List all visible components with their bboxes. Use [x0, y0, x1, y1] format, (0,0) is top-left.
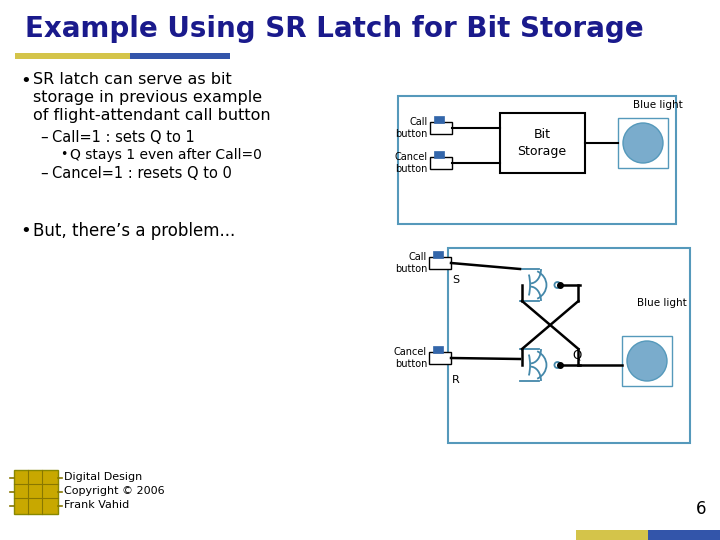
FancyBboxPatch shape: [430, 157, 452, 169]
FancyBboxPatch shape: [618, 118, 668, 168]
Polygon shape: [648, 530, 720, 540]
Text: Frank Vahid: Frank Vahid: [64, 500, 130, 510]
Text: R: R: [452, 375, 460, 385]
Text: –: –: [40, 130, 48, 145]
Circle shape: [554, 362, 560, 368]
FancyBboxPatch shape: [448, 248, 690, 443]
Text: storage in previous example: storage in previous example: [33, 90, 262, 105]
FancyBboxPatch shape: [14, 470, 58, 514]
Text: Bit
Storage: Bit Storage: [518, 128, 567, 158]
Text: Q: Q: [572, 349, 582, 362]
Circle shape: [554, 282, 560, 288]
Circle shape: [627, 341, 667, 381]
FancyBboxPatch shape: [433, 251, 443, 258]
Text: Call
button: Call button: [395, 117, 428, 139]
Text: Cancel
button: Cancel button: [394, 347, 427, 369]
Polygon shape: [15, 53, 130, 59]
FancyBboxPatch shape: [434, 116, 444, 123]
Text: –: –: [40, 166, 48, 181]
FancyBboxPatch shape: [433, 346, 443, 353]
Text: of flight-attendant call button: of flight-attendant call button: [33, 108, 271, 123]
Text: Q stays 1 even after Call=0: Q stays 1 even after Call=0: [70, 148, 262, 162]
FancyBboxPatch shape: [429, 352, 451, 364]
Text: •: •: [60, 148, 68, 161]
Text: Digital Design: Digital Design: [64, 472, 143, 482]
Text: Blue light: Blue light: [633, 100, 683, 110]
Text: 6: 6: [696, 500, 706, 518]
FancyBboxPatch shape: [430, 122, 452, 134]
Polygon shape: [576, 530, 648, 540]
Text: SR latch can serve as bit: SR latch can serve as bit: [33, 72, 232, 87]
Text: Example Using SR Latch for Bit Storage: Example Using SR Latch for Bit Storage: [25, 15, 644, 43]
Text: Cancel
button: Cancel button: [395, 152, 428, 174]
FancyBboxPatch shape: [622, 336, 672, 386]
FancyBboxPatch shape: [398, 96, 676, 224]
Circle shape: [623, 123, 663, 163]
Text: •: •: [20, 72, 31, 90]
Text: S: S: [452, 275, 459, 285]
Polygon shape: [130, 53, 230, 59]
Text: Call
button: Call button: [395, 252, 427, 274]
FancyBboxPatch shape: [500, 113, 585, 173]
FancyBboxPatch shape: [429, 257, 451, 269]
Text: Cancel=1 : resets Q to 0: Cancel=1 : resets Q to 0: [52, 166, 232, 181]
Text: Blue light: Blue light: [637, 298, 687, 308]
Text: Copyright © 2006: Copyright © 2006: [64, 486, 165, 496]
Text: But, there’s a problem...: But, there’s a problem...: [33, 222, 235, 240]
Text: •: •: [20, 222, 31, 240]
Text: Call=1 : sets Q to 1: Call=1 : sets Q to 1: [52, 130, 194, 145]
FancyBboxPatch shape: [434, 151, 444, 158]
